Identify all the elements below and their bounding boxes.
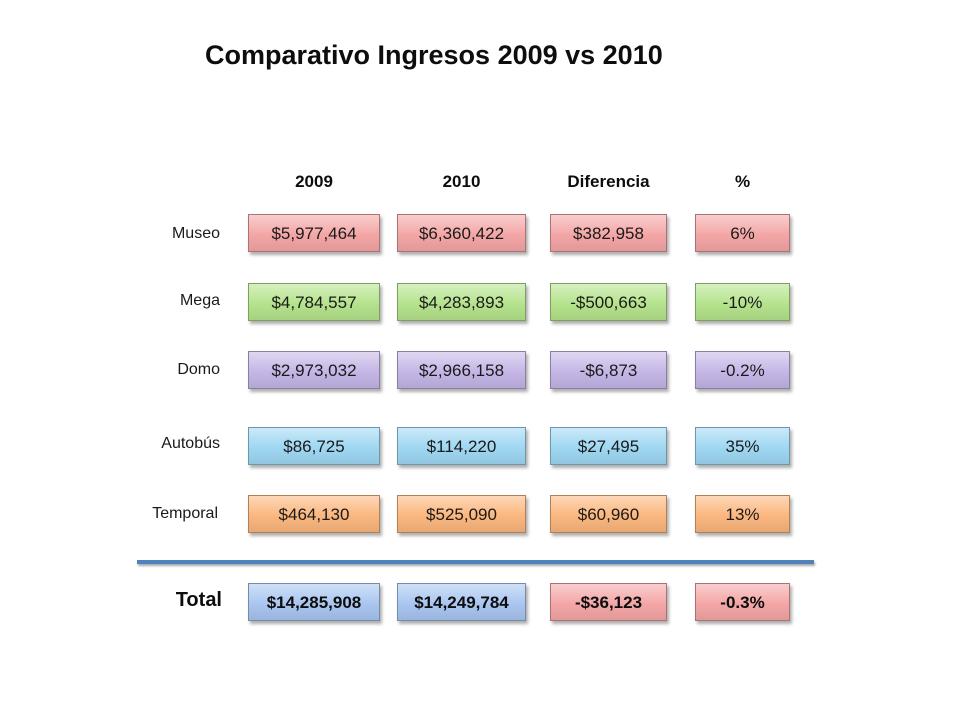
temporal-percent-cell: 13% <box>695 495 790 533</box>
mega-2009-cell: $4,784,557 <box>248 283 380 321</box>
temporal-2009-cell: $464,130 <box>248 495 380 533</box>
autobus-2010-cell: $114,220 <box>397 427 526 465</box>
temporal-2010-cell: $525,090 <box>397 495 526 533</box>
total-separator-line <box>137 560 814 564</box>
row-label-domo: Domo <box>177 361 220 378</box>
page-title: Comparativo Ingresos 2009 vs 2010 <box>205 40 663 70</box>
domo-percent-cell: -0.2% <box>695 351 790 389</box>
domo-diferencia-cell: -$6,873 <box>550 351 667 389</box>
total-diferencia-cell: -$36,123 <box>550 583 667 621</box>
domo-2010-cell: $2,966,158 <box>397 351 526 389</box>
domo-2009-cell: $2,973,032 <box>248 351 380 389</box>
row-label-temporal: Temporal <box>152 505 218 522</box>
header-2009: 2009 <box>295 172 333 191</box>
temporal-diferencia-cell: $60,960 <box>550 495 667 533</box>
row-label-autobus: Autobús <box>161 435 220 452</box>
mega-diferencia-cell: -$500,663 <box>550 283 667 321</box>
museo-2009-cell: $5,977,464 <box>248 214 380 252</box>
total-2009-cell: $14,285,908 <box>248 583 380 621</box>
mega-2010-cell: $4,283,893 <box>397 283 526 321</box>
header-2010: 2010 <box>442 172 481 191</box>
mega-percent-cell: -10% <box>695 283 790 321</box>
autobus-diferencia-cell: $27,495 <box>550 427 667 465</box>
museo-diferencia-cell: $382,958 <box>550 214 667 252</box>
total-2010-cell: $14,249,784 <box>397 583 526 621</box>
total-percent-cell: -0.3% <box>695 583 790 621</box>
museo-2010-cell: $6,360,422 <box>397 214 526 252</box>
autobus-percent-cell: 35% <box>695 427 790 465</box>
row-label-mega: Mega <box>179 292 220 309</box>
row-label-total: Total <box>175 589 222 611</box>
row-label-museo: Museo <box>171 225 220 242</box>
museo-percent-cell: 6% <box>695 214 790 252</box>
header-diferencia: Diferencia <box>567 172 650 191</box>
autobus-2009-cell: $86,725 <box>248 427 380 465</box>
header-percent: % <box>734 172 751 191</box>
